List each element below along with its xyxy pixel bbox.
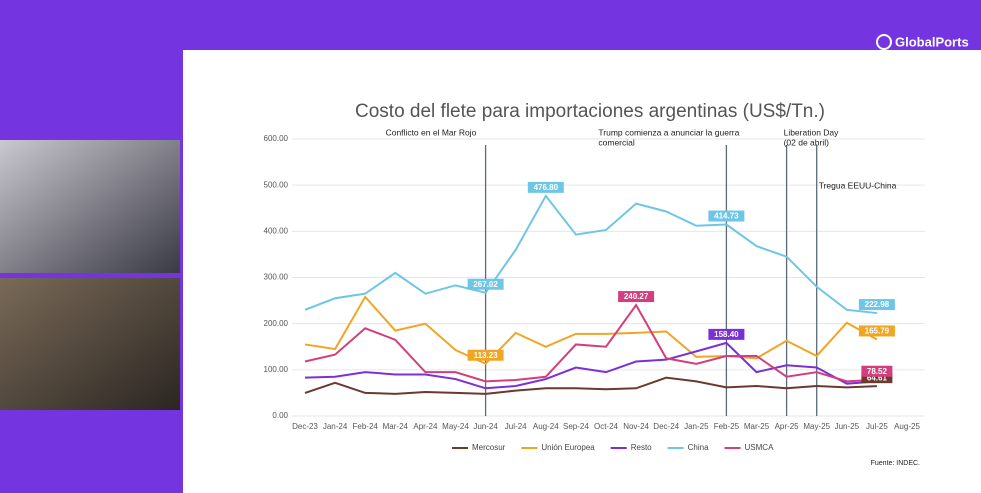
value-label: 267.02 [473, 280, 498, 289]
series-line [304, 303, 877, 383]
value-label-box [467, 349, 504, 361]
x-tick-label: Mar-24 [383, 422, 409, 431]
x-tick-label: Apr-24 [413, 422, 438, 431]
value-label: 240.27 [624, 292, 649, 301]
source: Fuente: INDEC. [871, 460, 920, 467]
brand-icon [876, 34, 892, 50]
value-label-box [527, 181, 564, 193]
value-label-box [708, 210, 745, 222]
value-label: 158.40 [714, 330, 739, 339]
webcam-1 [0, 140, 180, 273]
y-tick-label: 600.00 [264, 134, 289, 143]
x-tick-label: Jul-24 [505, 422, 527, 431]
value-label: 165.79 [865, 327, 890, 336]
x-tick-label: Aug-25 [894, 422, 920, 431]
chart-title: Costo del flete para importaciones argen… [355, 101, 825, 122]
value-label: 113.23 [474, 351, 499, 360]
value-label-box [618, 291, 655, 303]
webcam-2 [0, 278, 180, 410]
slide [183, 50, 981, 493]
x-tick-label: Jan-24 [323, 422, 348, 431]
y-tick-label: 300.00 [264, 273, 289, 282]
value-label-box [861, 372, 893, 384]
x-tick-label: Jun-25 [835, 422, 860, 431]
event-label: Tregua EEUU-China [819, 180, 897, 190]
x-tick-label: Dec-23 [292, 422, 318, 431]
legend-label: Resto [631, 443, 652, 452]
event-label: Trump comienza a anunciar la guerra [598, 127, 739, 137]
x-tick-label: Apr-25 [775, 422, 800, 431]
x-tick-label: Nov-24 [623, 422, 649, 431]
y-tick-label: 0.00 [272, 411, 288, 420]
value-label: 78.52 [867, 367, 888, 376]
x-tick-label: Sep-24 [563, 422, 589, 431]
value-label: 64.61 [867, 373, 888, 382]
value-label-box [467, 278, 504, 290]
x-tick-label: Oct-24 [594, 422, 619, 431]
series-line [304, 295, 878, 365]
legend-label: USMCA [745, 443, 775, 452]
event-label: (02 de abril) [784, 137, 830, 147]
x-tick-label: Jul-25 [866, 422, 888, 431]
series-line [304, 376, 877, 395]
legend-label: Mercosur [472, 443, 506, 452]
brand: GlobalPorts [895, 34, 969, 49]
y-tick-label: 500.00 [264, 180, 289, 189]
legend-label: China [688, 443, 709, 452]
x-tick-label: Feb-25 [714, 422, 740, 431]
legend-label: Unión Europea [541, 443, 595, 452]
event-label: Liberation Day [784, 127, 840, 137]
event-label: Conflicto en el Mar Rojo [386, 127, 477, 137]
x-tick-label: Jan-25 [684, 422, 709, 431]
x-tick-label: Aug-24 [533, 422, 559, 431]
x-tick-label: Mar-25 [744, 422, 770, 431]
value-label-box [858, 325, 895, 337]
series-line [304, 194, 878, 315]
value-label-box [858, 299, 895, 311]
value-label: 476.80 [534, 183, 559, 192]
y-tick-label: 100.00 [264, 365, 289, 374]
y-tick-label: 400.00 [264, 226, 289, 235]
series-line [304, 341, 877, 390]
x-tick-label: May-24 [442, 422, 469, 431]
x-tick-label: Feb-24 [353, 422, 379, 431]
value-label-box [708, 328, 745, 340]
x-tick-label: Dec-24 [653, 422, 679, 431]
value-label: 414.73 [714, 212, 739, 221]
y-tick-label: 200.00 [264, 319, 289, 328]
value-label: 222.98 [865, 300, 890, 309]
x-tick-label: May-25 [803, 422, 830, 431]
x-tick-label: Jun-24 [473, 422, 498, 431]
event-label: comercial [598, 137, 634, 147]
value-label-box [861, 365, 893, 377]
